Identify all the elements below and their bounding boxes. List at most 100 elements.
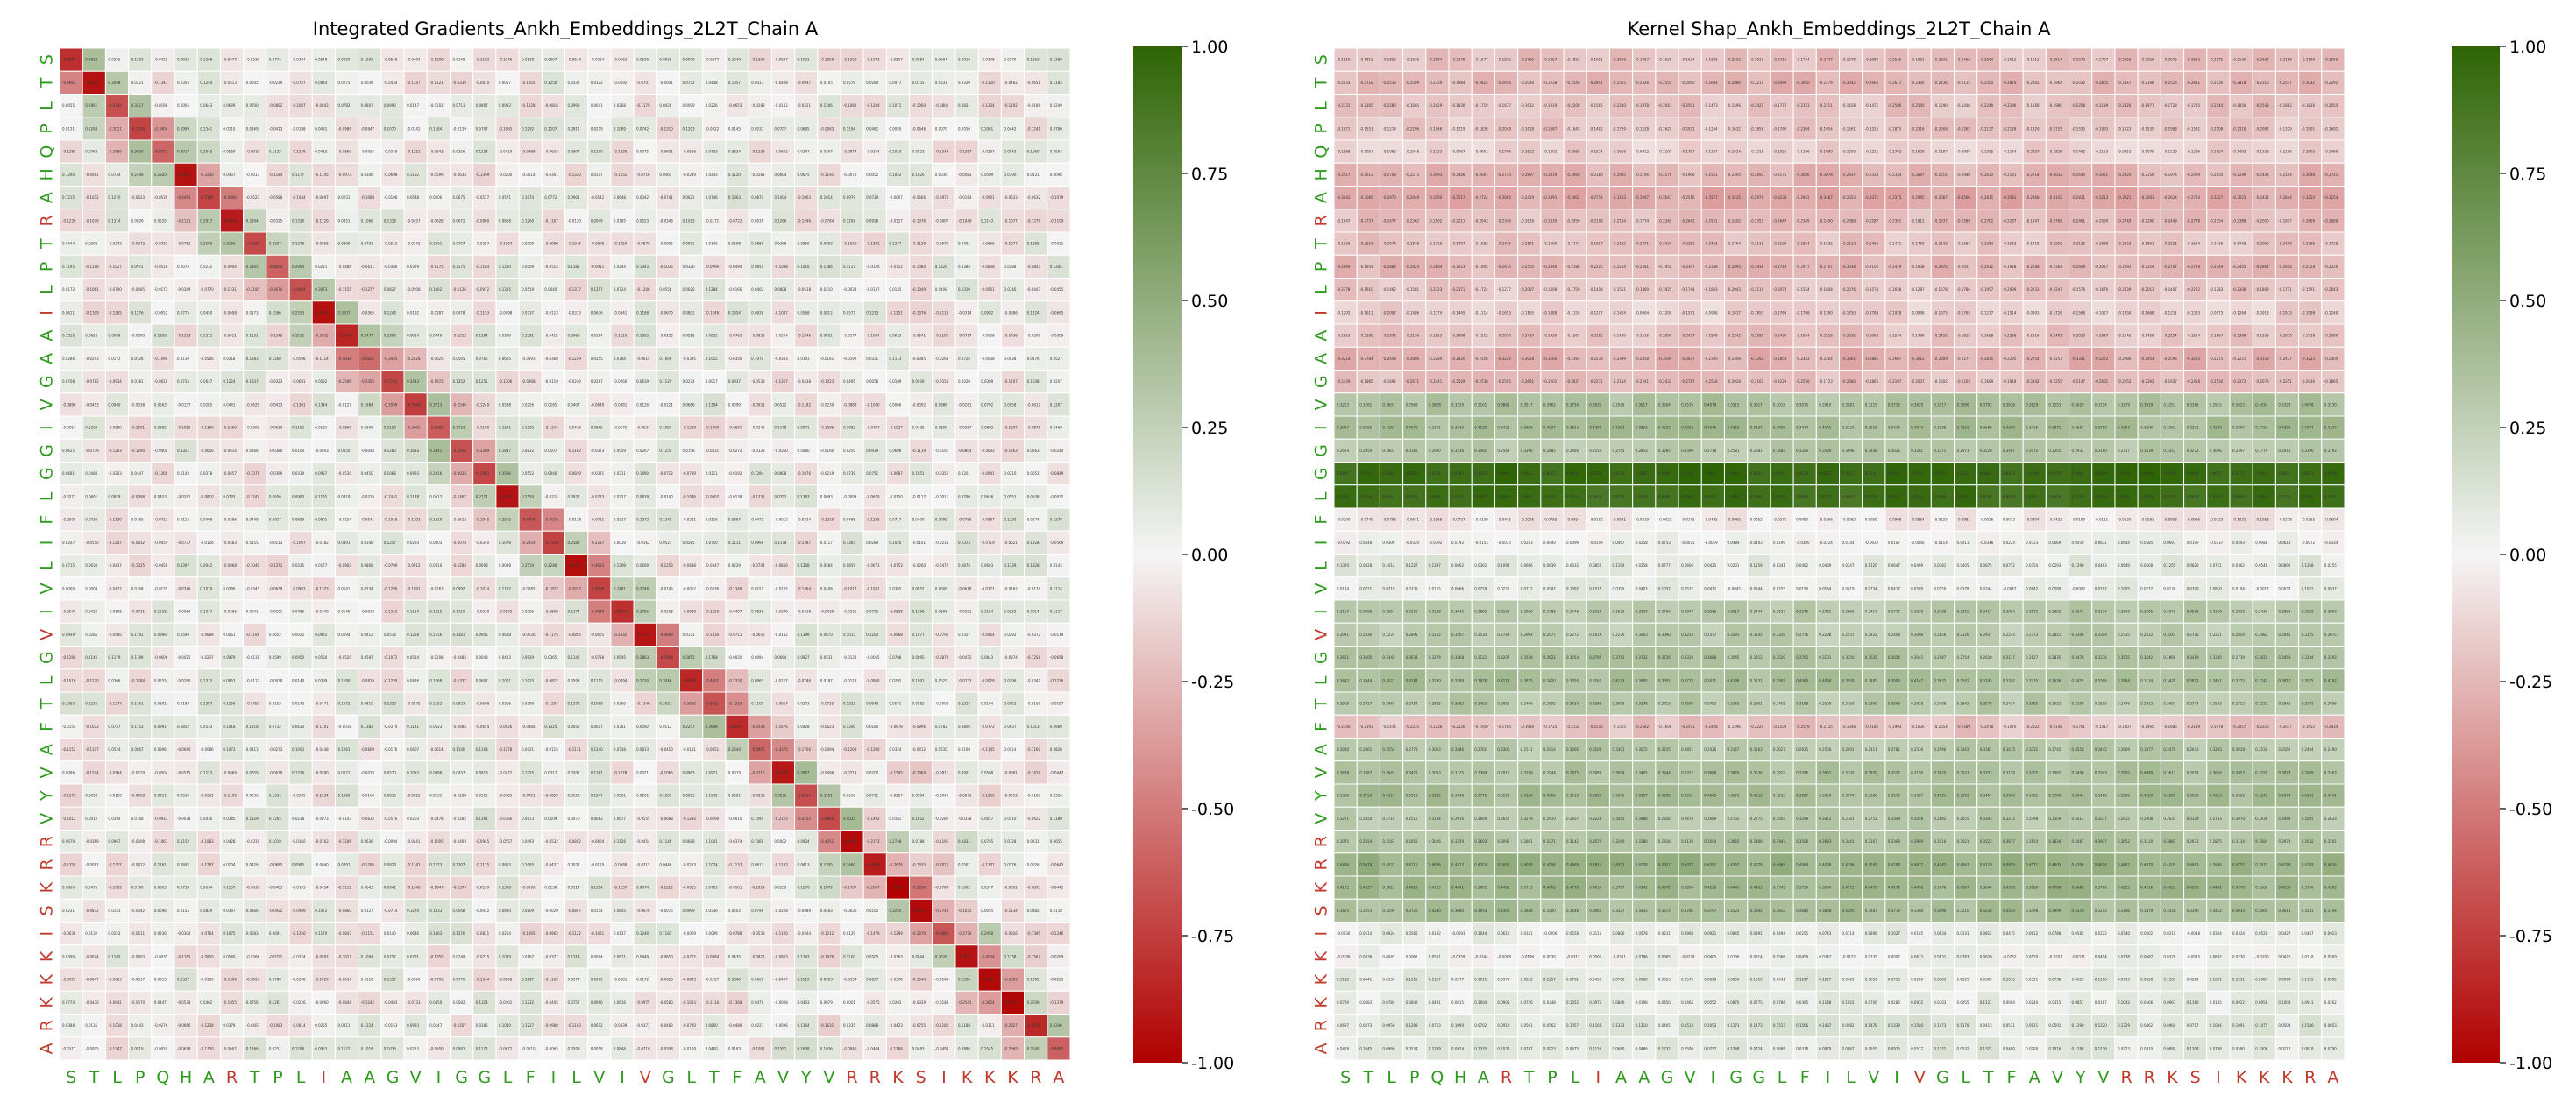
heatmap-cell-value: -0.0719 (981, 541, 995, 545)
heatmap-cell-value: 0.0493 (522, 839, 534, 844)
heatmap-cell-value: 0.0882 (154, 426, 167, 430)
heatmap-cell-value: -0.3566 (1957, 195, 1971, 200)
heatmap-cell-value: 0.1075 (223, 931, 235, 936)
heatmap-cell-value: -0.0557 (499, 839, 513, 844)
heatmap-cell-value: 0.0194 (337, 633, 350, 637)
heatmap-cell (403, 94, 428, 118)
heatmap-cell-value: -0.7102 (384, 379, 398, 384)
heatmap-cell-value: 0.0472 (751, 518, 763, 522)
heatmap-cell-value: 0.1270 (407, 909, 419, 913)
heatmap-cell-value: 0.0604 (774, 173, 786, 177)
heatmap-cell-value: -0.2653 (1842, 195, 1856, 200)
heatmap-cell-value: -0.1038 (108, 1023, 122, 1028)
y-tick-label: L (38, 101, 57, 110)
heatmap-cell-value: 0.0110 (223, 126, 235, 131)
heatmap-cell-value: -0.2287 (2003, 218, 2017, 223)
heatmap-cell-value: -0.0653 (728, 103, 742, 108)
heatmap-cell-value: -0.1350 (1842, 150, 1856, 154)
heatmap-cell-value: -0.1620 (1658, 58, 1672, 62)
heatmap-cell-value: -0.2818 (2232, 81, 2246, 85)
heatmap-cell-value: 0.0255 (108, 58, 120, 62)
heatmap-cell-value: 0.0929 (522, 655, 534, 660)
heatmap-cell-value: -0.2189 (2278, 58, 2292, 62)
heatmap-cell-value: 0.0302 (85, 242, 97, 246)
heatmap-cell-value: -0.1462 (1382, 287, 1396, 292)
heatmap-cell-value: -0.2119 (1750, 287, 1764, 292)
heatmap-cell-value: -0.0690 (706, 817, 720, 821)
heatmap-cell-value: -0.0208 (429, 655, 444, 660)
heatmap-cell-value: 0.0279 (1004, 58, 1016, 62)
heatmap-cell-value: 0.0518 (384, 633, 396, 637)
heatmap-cell-value: -0.1954 (1819, 126, 1833, 131)
heatmap-cell-value: -0.0911 (591, 265, 605, 269)
x-tick-label: V (410, 1068, 422, 1087)
y-tick-label: A (38, 1043, 57, 1054)
y-tick-label: T (38, 77, 57, 88)
heatmap-cell-value: -0.0721 (522, 794, 536, 798)
heatmap-cell-value: -0.1203 (407, 518, 421, 522)
heatmap-cell-value: -0.1612 (2026, 58, 2040, 62)
heatmap-cell-value: 0.1326 (292, 218, 304, 223)
heatmap-cell-value: -0.3599 (384, 402, 398, 407)
heatmap-cell-value: 0.2720 (636, 678, 649, 682)
heatmap-cell (702, 70, 727, 95)
heatmap-cell-value: -0.9287 (315, 310, 329, 315)
heatmap-cell-value: 0.1355 (499, 287, 511, 292)
heatmap-cell-value: -0.0403 (269, 886, 283, 890)
heatmap-cell-value: 0.0910 (958, 58, 970, 62)
heatmap-cell-value: 0.0320 (683, 265, 695, 269)
heatmap-cell-value: 0.0707 (774, 126, 786, 131)
heatmap-cell (128, 70, 153, 95)
heatmap-cell-value: -0.0990 (706, 265, 720, 269)
heatmap-cell-value: -0.0314 (958, 310, 972, 315)
heatmap-cell-value: -0.0413 (269, 126, 283, 131)
heatmap-cell-value: 0.0611 (62, 310, 75, 315)
heatmap-cell-value: 0.0803 (499, 862, 511, 866)
heatmap-cell-value: 0.1768 (706, 655, 718, 660)
heatmap-cell-value: -0.1285 (866, 518, 880, 522)
heatmap-cell-value: -0.0793 (429, 978, 444, 982)
heatmap-cell-value: 0.0446 (659, 862, 671, 866)
heatmap-cell-value: 0.1042 (889, 173, 901, 177)
heatmap-cell-value: -0.2969 (1337, 265, 1351, 269)
heatmap-cell-value: -0.0870 (636, 242, 650, 246)
heatmap-cell-value: 0.0663 (981, 563, 993, 568)
heatmap-cell-value: 0.0926 (659, 58, 671, 62)
x-tick-label: K (892, 1068, 904, 1087)
heatmap-cell-value: 0.1246 (636, 931, 649, 936)
heatmap-cell-value: -0.7468 (407, 402, 421, 407)
heatmap-cell-value: -0.2995 (1911, 195, 1925, 200)
heatmap-cell-value: -0.0840 (843, 1046, 857, 1050)
heatmap-cell-value: -0.0128 (843, 655, 857, 660)
heatmap-cell-value: 0.0501 (958, 862, 970, 866)
heatmap-cell-value: -0.0101 (269, 610, 283, 614)
heatmap-cell-value: 0.0576 (1004, 862, 1016, 866)
y-tick-label: V (38, 629, 57, 640)
heatmap-cell-value: -0.0242 (751, 426, 765, 430)
heatmap-cell-value: -0.1049 (958, 218, 972, 223)
heatmap-cell-value: -0.2264 (2048, 265, 2062, 269)
heatmap-cell-value: 0.0428 (798, 725, 810, 729)
heatmap-cell-value: -0.2090 (2255, 242, 2269, 246)
heatmap-cell-value: -0.1691 (2324, 126, 2338, 131)
heatmap-cell-value: 0.0996 (591, 1000, 603, 1005)
heatmap-cell-value: 0.1132 (269, 150, 281, 154)
heatmap-cell-value: -0.4252 (798, 817, 812, 821)
heatmap-cell-value: -0.0433 (269, 402, 283, 407)
heatmap-cell-value: -0.2115 (1750, 242, 1764, 246)
heatmap-cell-value: 0.0808 (774, 287, 786, 292)
heatmap-cell-value: 0.1251 (476, 379, 488, 384)
heatmap-cell-value: -0.1750 (1842, 310, 1856, 315)
heatmap-cell-value: -0.1989 (2095, 242, 2109, 246)
heatmap-cell-value: -0.1103 (568, 1023, 582, 1028)
heatmap-cell-value: 0.1333 (429, 909, 442, 913)
heatmap-cell-value: -0.0020 (728, 655, 742, 660)
heatmap-cell-value: -0.1565 (1589, 103, 1603, 108)
heatmap-cell-value: 0.1260 (522, 218, 534, 223)
heatmap-cell-value: 0.2863 (636, 655, 649, 660)
heatmap-cell-value: -0.0273 (62, 494, 76, 498)
heatmap-cell-value: 0.0311 (614, 471, 626, 476)
heatmap-cell-value: -0.9882 (889, 886, 903, 890)
heatmap-cell-value: -0.1184 (269, 173, 283, 177)
heatmap-cell-value: 0.0952 (1004, 702, 1016, 706)
